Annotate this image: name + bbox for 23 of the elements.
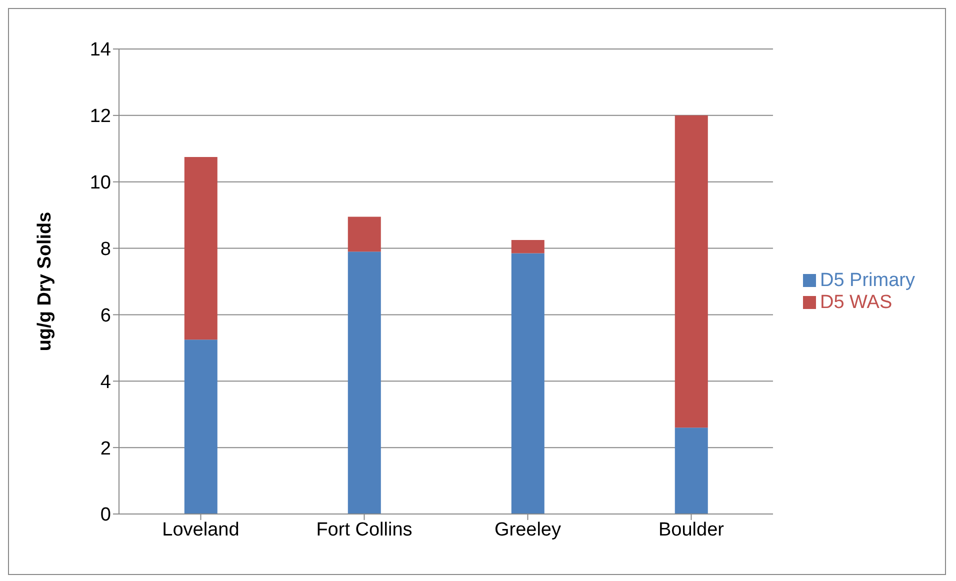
bar [184, 156, 218, 340]
y-tick-label: 4 [100, 372, 112, 393]
bar [511, 240, 544, 254]
bar [511, 253, 544, 514]
y-tick-label: 6 [100, 305, 111, 326]
y-tick-label: 14 [90, 40, 112, 61]
y-tick-label: 0 [100, 504, 111, 526]
bar [184, 340, 218, 514]
bar [674, 115, 708, 428]
y-tick-label: 10 [90, 172, 111, 194]
x-tick-label: Boulder [658, 519, 725, 540]
y-axis-title: ug/g Dry Solids [34, 212, 56, 352]
y-tick-label: 2 [100, 438, 111, 460]
bar [348, 252, 381, 514]
x-tick-label: Greeley [494, 519, 562, 540]
bar [348, 216, 381, 252]
x-tick-label: Loveland [162, 519, 240, 540]
bar [674, 428, 708, 514]
x-tick-label: Fort Collins [316, 519, 412, 540]
y-tick-label: 8 [100, 239, 111, 260]
legend-label: D5 WAS [820, 292, 892, 312]
legend-label: D5 Primary [820, 270, 915, 290]
y-tick-label: 12 [90, 106, 111, 128]
